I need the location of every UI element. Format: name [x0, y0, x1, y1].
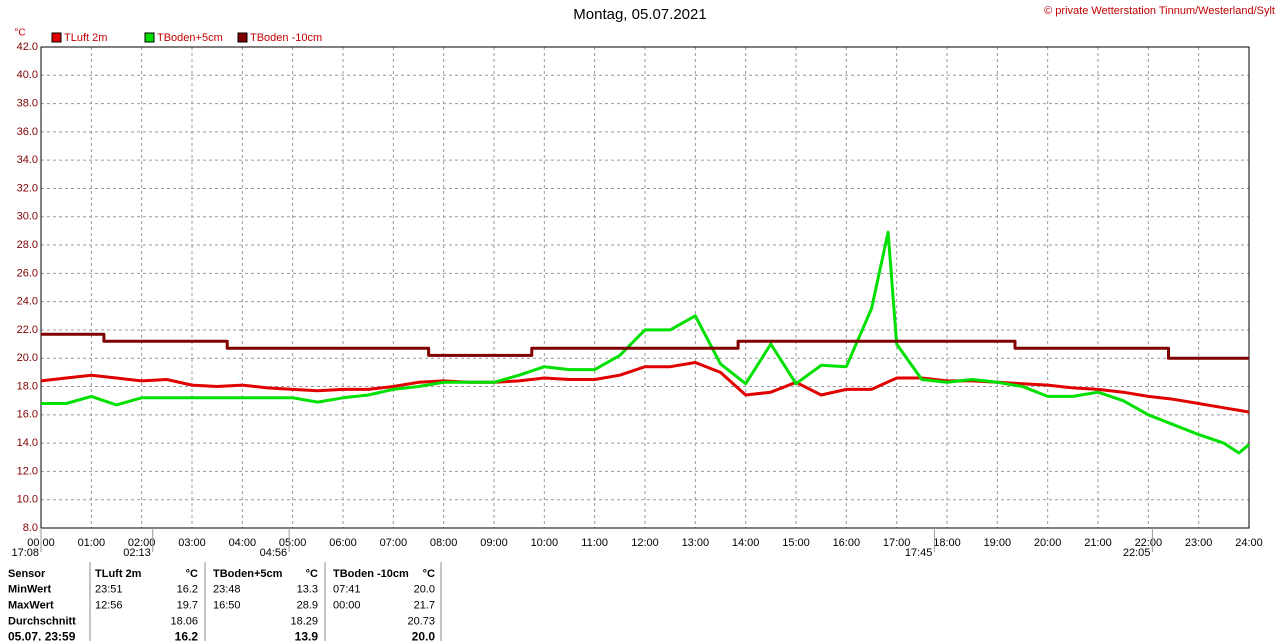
plot-frame [40, 46, 1250, 529]
table-cell: MaxWert [8, 600, 54, 612]
y-tick-label: 38.0 [17, 97, 38, 109]
x-tick-label: 24:00 [1235, 537, 1263, 549]
table-cell: 19.7 [177, 600, 198, 612]
x-tick-label: 07:00 [380, 537, 408, 549]
y-tick-label: 36.0 [17, 126, 38, 138]
x-tick-label: 17:00 [883, 537, 911, 549]
table-cell: 23:48 [213, 584, 241, 596]
event-label: 17:08 [11, 547, 39, 559]
y-tick-label: 40.0 [17, 69, 38, 81]
y-tick-label: 16.0 [17, 409, 38, 421]
table-cell: 16.2 [177, 584, 198, 596]
chart-title: Montag, 05.07.2021 [573, 6, 706, 23]
x-tick-label: 23:00 [1185, 537, 1213, 549]
x-tick-label: 10:00 [531, 537, 559, 549]
x-tick-label: 02:00 [128, 537, 156, 549]
table-cell: 21.7 [414, 600, 435, 612]
y-tick-label: 42.0 [17, 41, 38, 53]
y-tick-label: 18.0 [17, 380, 38, 392]
event-label: 04:56 [260, 547, 288, 559]
table-cell: 18.06 [170, 615, 198, 627]
table-cell: TLuft 2m [95, 568, 142, 580]
table-cell: 18.29 [290, 615, 318, 627]
table-cell: 20.0 [414, 584, 435, 596]
y-tick-label: 8.0 [23, 522, 38, 534]
table-cell: °C [423, 568, 435, 580]
y-axis-unit: °C [14, 28, 25, 39]
legend-swatch [237, 32, 248, 43]
legend-swatch [144, 32, 155, 43]
x-tick-label: 04:00 [229, 537, 257, 549]
x-tick-label: 11:00 [581, 537, 608, 549]
table-cell: 16.2 [175, 629, 199, 641]
table-cell: Sensor [8, 568, 46, 580]
table-cell: 20.73 [407, 615, 435, 627]
x-tick-label: 19:00 [984, 537, 1012, 549]
y-tick-label: 30.0 [17, 211, 38, 223]
copyright: © private Wetterstation Tinnum/Westerlan… [1044, 5, 1275, 17]
table-cell: 16:50 [213, 600, 241, 612]
table-cell: TBoden -10cm [333, 568, 409, 580]
table-cell: 23:51 [95, 584, 123, 596]
y-tick-label: 20.0 [17, 352, 38, 364]
legend-label: TBoden+5cm [157, 32, 223, 44]
y-tick-label: 14.0 [17, 437, 38, 449]
table-cell: 07:41 [333, 584, 361, 596]
y-tick-label: 10.0 [17, 494, 38, 506]
y-tick-label: 24.0 [17, 296, 38, 308]
legend-swatch [51, 32, 62, 43]
x-tick-label: 18:00 [933, 537, 961, 549]
table-cell: °C [306, 568, 318, 580]
table-cell: TBoden+5cm [213, 568, 283, 580]
event-label: 02:13 [123, 547, 151, 559]
x-tick-label: 21:00 [1084, 537, 1112, 549]
y-tick-label: 34.0 [17, 154, 38, 166]
table-cell: MinWert [8, 584, 52, 596]
x-tick-label: 09:00 [480, 537, 508, 549]
table-cell: 05.07. 23:59 [8, 629, 76, 641]
legend-label: TBoden -10cm [250, 32, 322, 44]
x-tick-label: 14:00 [732, 537, 760, 549]
table-cell: 13.3 [297, 584, 318, 596]
table-cell: 12:56 [95, 600, 123, 612]
table-cell: 13.9 [295, 629, 319, 641]
table-cell: °C [186, 568, 198, 580]
x-tick-label: 16:00 [833, 537, 861, 549]
y-tick-label: 22.0 [17, 324, 38, 336]
series-line [41, 332, 1249, 360]
x-tick-label: 12:00 [631, 537, 659, 549]
x-tick-label: 22:00 [1135, 537, 1163, 549]
x-tick-label: 13:00 [682, 537, 710, 549]
y-tick-label: 28.0 [17, 239, 38, 251]
table-cell: 28.9 [297, 600, 318, 612]
x-tick-label: 20:00 [1034, 537, 1062, 549]
event-label: 17:45 [905, 547, 933, 559]
table-cell: 20.0 [412, 629, 436, 641]
y-tick-label: 26.0 [17, 267, 38, 279]
series-line [41, 230, 1250, 455]
series-line [40, 361, 1250, 414]
y-tick-label: 32.0 [17, 182, 38, 194]
x-tick-label: 08:00 [430, 537, 458, 549]
y-tick-label: 12.0 [17, 465, 38, 477]
legend-label: TLuft 2m [64, 32, 107, 44]
x-tick-label: 06:00 [329, 537, 357, 549]
table-cell: 00:00 [333, 600, 361, 612]
x-tick-label: 03:00 [178, 537, 206, 549]
x-tick-label: 01:00 [78, 537, 106, 549]
event-label: 22:05 [1123, 547, 1151, 559]
x-tick-label: 05:00 [279, 537, 307, 549]
table-cell: Durchschnitt [8, 615, 76, 627]
x-tick-label: 15:00 [782, 537, 810, 549]
